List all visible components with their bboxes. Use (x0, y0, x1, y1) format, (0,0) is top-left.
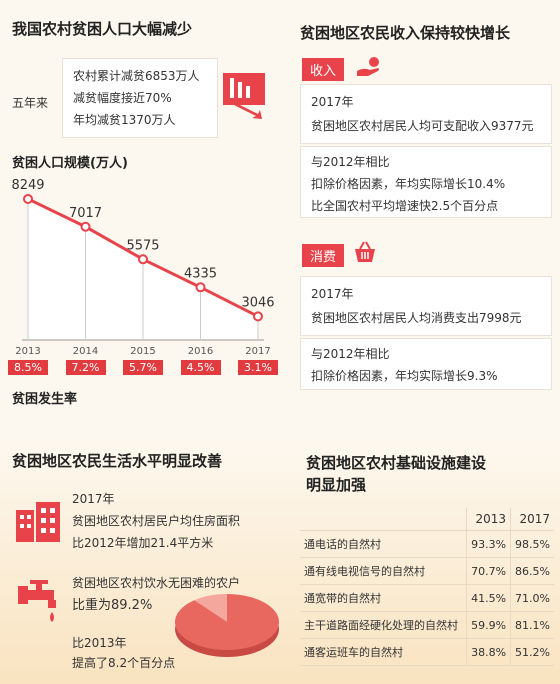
rate-title: 贫困发生率 (12, 392, 78, 407)
income-text: 贫困地区农村居民人均可支配收入9377元 (311, 119, 534, 133)
row-2017: 71.0% (510, 584, 554, 612)
decline-chart-icon (223, 73, 265, 119)
panel1-title: 我国农村贫困人口大幅减少 (12, 20, 193, 38)
income-box-2: 与2012年相比 扣除价格因素，年均实际增长10.4% 比全国农村平均增速快2.… (300, 146, 552, 218)
housing-cmp: 比2012年增加21.4平方米 (72, 536, 214, 550)
housing-year: 2017年 (72, 492, 115, 506)
consume-box-2: 与2012年相比 扣除价格因素，年均实际增长9.3% (300, 338, 552, 390)
chart-title: 贫困人口规模(万人) (12, 156, 128, 171)
water-cmp-1: 比2013年 (72, 636, 127, 650)
row-2017: 98.5% (510, 530, 554, 558)
income-cmp-1: 与2012年相比 (311, 155, 390, 169)
water-pie-chart (175, 594, 279, 657)
data-label: 8249 (11, 178, 44, 193)
data-label: 5575 (126, 238, 159, 253)
infra-table: 2013 2017 通电话的自然村 93.3% 98.5% 通有线电视信号的自然… (300, 508, 554, 666)
x-tick-label: 2015 (130, 346, 155, 357)
panel3-title: 贫困地区农民生活水平明显改善 (12, 452, 223, 470)
data-point (23, 193, 33, 204)
rate-badge: 3.1% (238, 360, 278, 375)
row-2017: 51.2% (510, 638, 554, 666)
table-row: 通客运班车的自然村 38.8% 51.2% (300, 638, 554, 666)
table-row: 通宽带的自然村 41.5% 71.0% (300, 584, 554, 612)
table-row: 主干道路面经硬化处理的自然村 59.9% 81.1% (300, 611, 554, 639)
five-years-label: 五年来 (12, 96, 49, 110)
data-point (195, 282, 206, 293)
pie-slice-rest (194, 594, 227, 622)
row-2013: 93.3% (466, 530, 511, 558)
housing-text: 贫困地区农村居民户均住房面积 (72, 514, 241, 528)
row-2017: 81.1% (510, 611, 554, 639)
stat-1: 农村累计减贫6853万人 (73, 69, 200, 83)
data-label: 3046 (241, 295, 274, 310)
consume-box-1: 2017年 贫困地区农村居民人均消费支出7998元 (300, 276, 552, 336)
income-cmp-2: 扣除价格因素，年均实际增长10.4% (311, 177, 506, 191)
income-year: 2017年 (311, 95, 354, 109)
income-cmp-3: 比全国农村平均增速快2.5个百分点 (311, 199, 499, 213)
row-label: 通客运班车的自然村 (300, 638, 467, 666)
rate-badge: 4.5% (180, 360, 221, 375)
panel4-title-line1: 贫困地区农村基础设施建设 (306, 454, 487, 472)
income-box-1: 2017年 贫困地区农村居民人均可支配收入9377元 (300, 84, 552, 144)
table-row: 通有线电视信号的自然村 70.7% 86.5% (300, 557, 554, 585)
panel2-title: 贫困地区农民收入保持较快增长 (300, 24, 511, 42)
consume-tag: 消费 (302, 244, 345, 267)
row-2013: 59.9% (466, 611, 511, 639)
data-point (138, 254, 148, 265)
consume-text: 贫困地区农村居民人均消费支出7998元 (311, 311, 522, 325)
table-header: 2013 2017 (300, 508, 554, 531)
water-text-2: 比重为89.2% (72, 598, 153, 613)
water-cmp-2: 提高了8.2个百分点 (72, 656, 176, 670)
row-label: 主干道路面经硬化处理的自然村 (300, 611, 467, 639)
col-2013: 2013 (466, 508, 511, 531)
data-label: 7017 (69, 206, 102, 221)
data-point (80, 221, 91, 232)
stat-3: 年均减贫1370万人 (73, 113, 176, 127)
shopping-basket-icon (355, 241, 375, 262)
panel4-title-line2: 明显加强 (306, 476, 367, 494)
row-2013: 38.8% (466, 638, 511, 666)
rate-badge: 8.5% (8, 360, 48, 375)
building-icon (16, 502, 60, 542)
poverty-line-chart: 8249 7017 5575 4335 3046 2013 2014 2015 2016 2017 (11, 178, 274, 357)
x-tick-label: 2017 (245, 346, 270, 357)
consume-cmp-2: 扣除价格因素，年均实际增长9.3% (311, 369, 498, 383)
row-2013: 70.7% (466, 557, 511, 585)
row-2017: 86.5% (510, 557, 554, 585)
consume-cmp-1: 与2012年相比 (311, 347, 390, 361)
row-label: 通宽带的自然村 (300, 584, 467, 612)
x-tick-label: 2013 (15, 346, 40, 357)
consume-year: 2017年 (311, 287, 354, 301)
data-label: 4335 (184, 266, 217, 281)
data-point (253, 311, 263, 322)
income-tag: 收入 (302, 58, 345, 81)
table-row: 通电话的自然村 93.3% 98.5% (300, 530, 554, 558)
row-label: 通有线电视信号的自然村 (300, 557, 467, 585)
water-text-1: 贫困地区农村饮水无困难的农户 (72, 576, 241, 590)
rate-badge: 7.2% (65, 360, 106, 375)
row-label: 通电话的自然村 (300, 530, 467, 558)
hand-money-icon (357, 57, 379, 76)
row-2013: 41.5% (466, 584, 511, 612)
water-tap-icon (18, 580, 56, 622)
rate-badge: 5.7% (123, 360, 163, 375)
stat-2: 减贫幅度接近70% (73, 91, 172, 105)
x-tick-label: 2016 (188, 346, 213, 357)
col-2017: 2017 (510, 508, 554, 531)
x-tick-label: 2014 (73, 346, 98, 357)
stats-box: 农村累计减贫6853万人 减贫幅度接近70% 年均减贫1370万人 (62, 58, 218, 138)
